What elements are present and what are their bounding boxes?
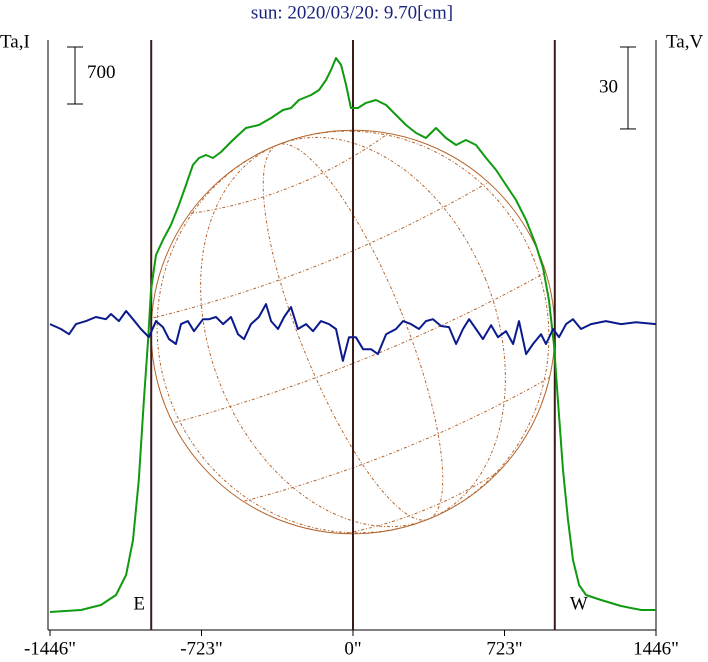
meridian	[156, 130, 550, 534]
parallel	[190, 133, 388, 214]
limb-label: W	[570, 593, 588, 614]
limb-label: E	[133, 593, 145, 614]
y-axis-label: Ta,I	[0, 31, 30, 52]
y2-axis-label: Ta,V	[666, 31, 703, 52]
x-tick-label: -723"	[180, 638, 223, 659]
series-line	[49, 57, 656, 613]
series-line	[49, 303, 657, 362]
x-tick-label: 723"	[486, 638, 522, 659]
parallel	[153, 182, 487, 319]
x-tick-label: 1446"	[633, 638, 679, 659]
scale-label: 30	[599, 76, 618, 97]
parallel	[228, 369, 555, 506]
x-tick-label: -1446"	[24, 638, 76, 659]
parallel	[321, 457, 519, 534]
chart-title: sun: 2020/03/20: 9.70[cm]	[251, 2, 453, 23]
x-tick-label: 0"	[344, 638, 361, 659]
scale-label: 700	[87, 62, 116, 83]
parallel	[167, 269, 552, 425]
